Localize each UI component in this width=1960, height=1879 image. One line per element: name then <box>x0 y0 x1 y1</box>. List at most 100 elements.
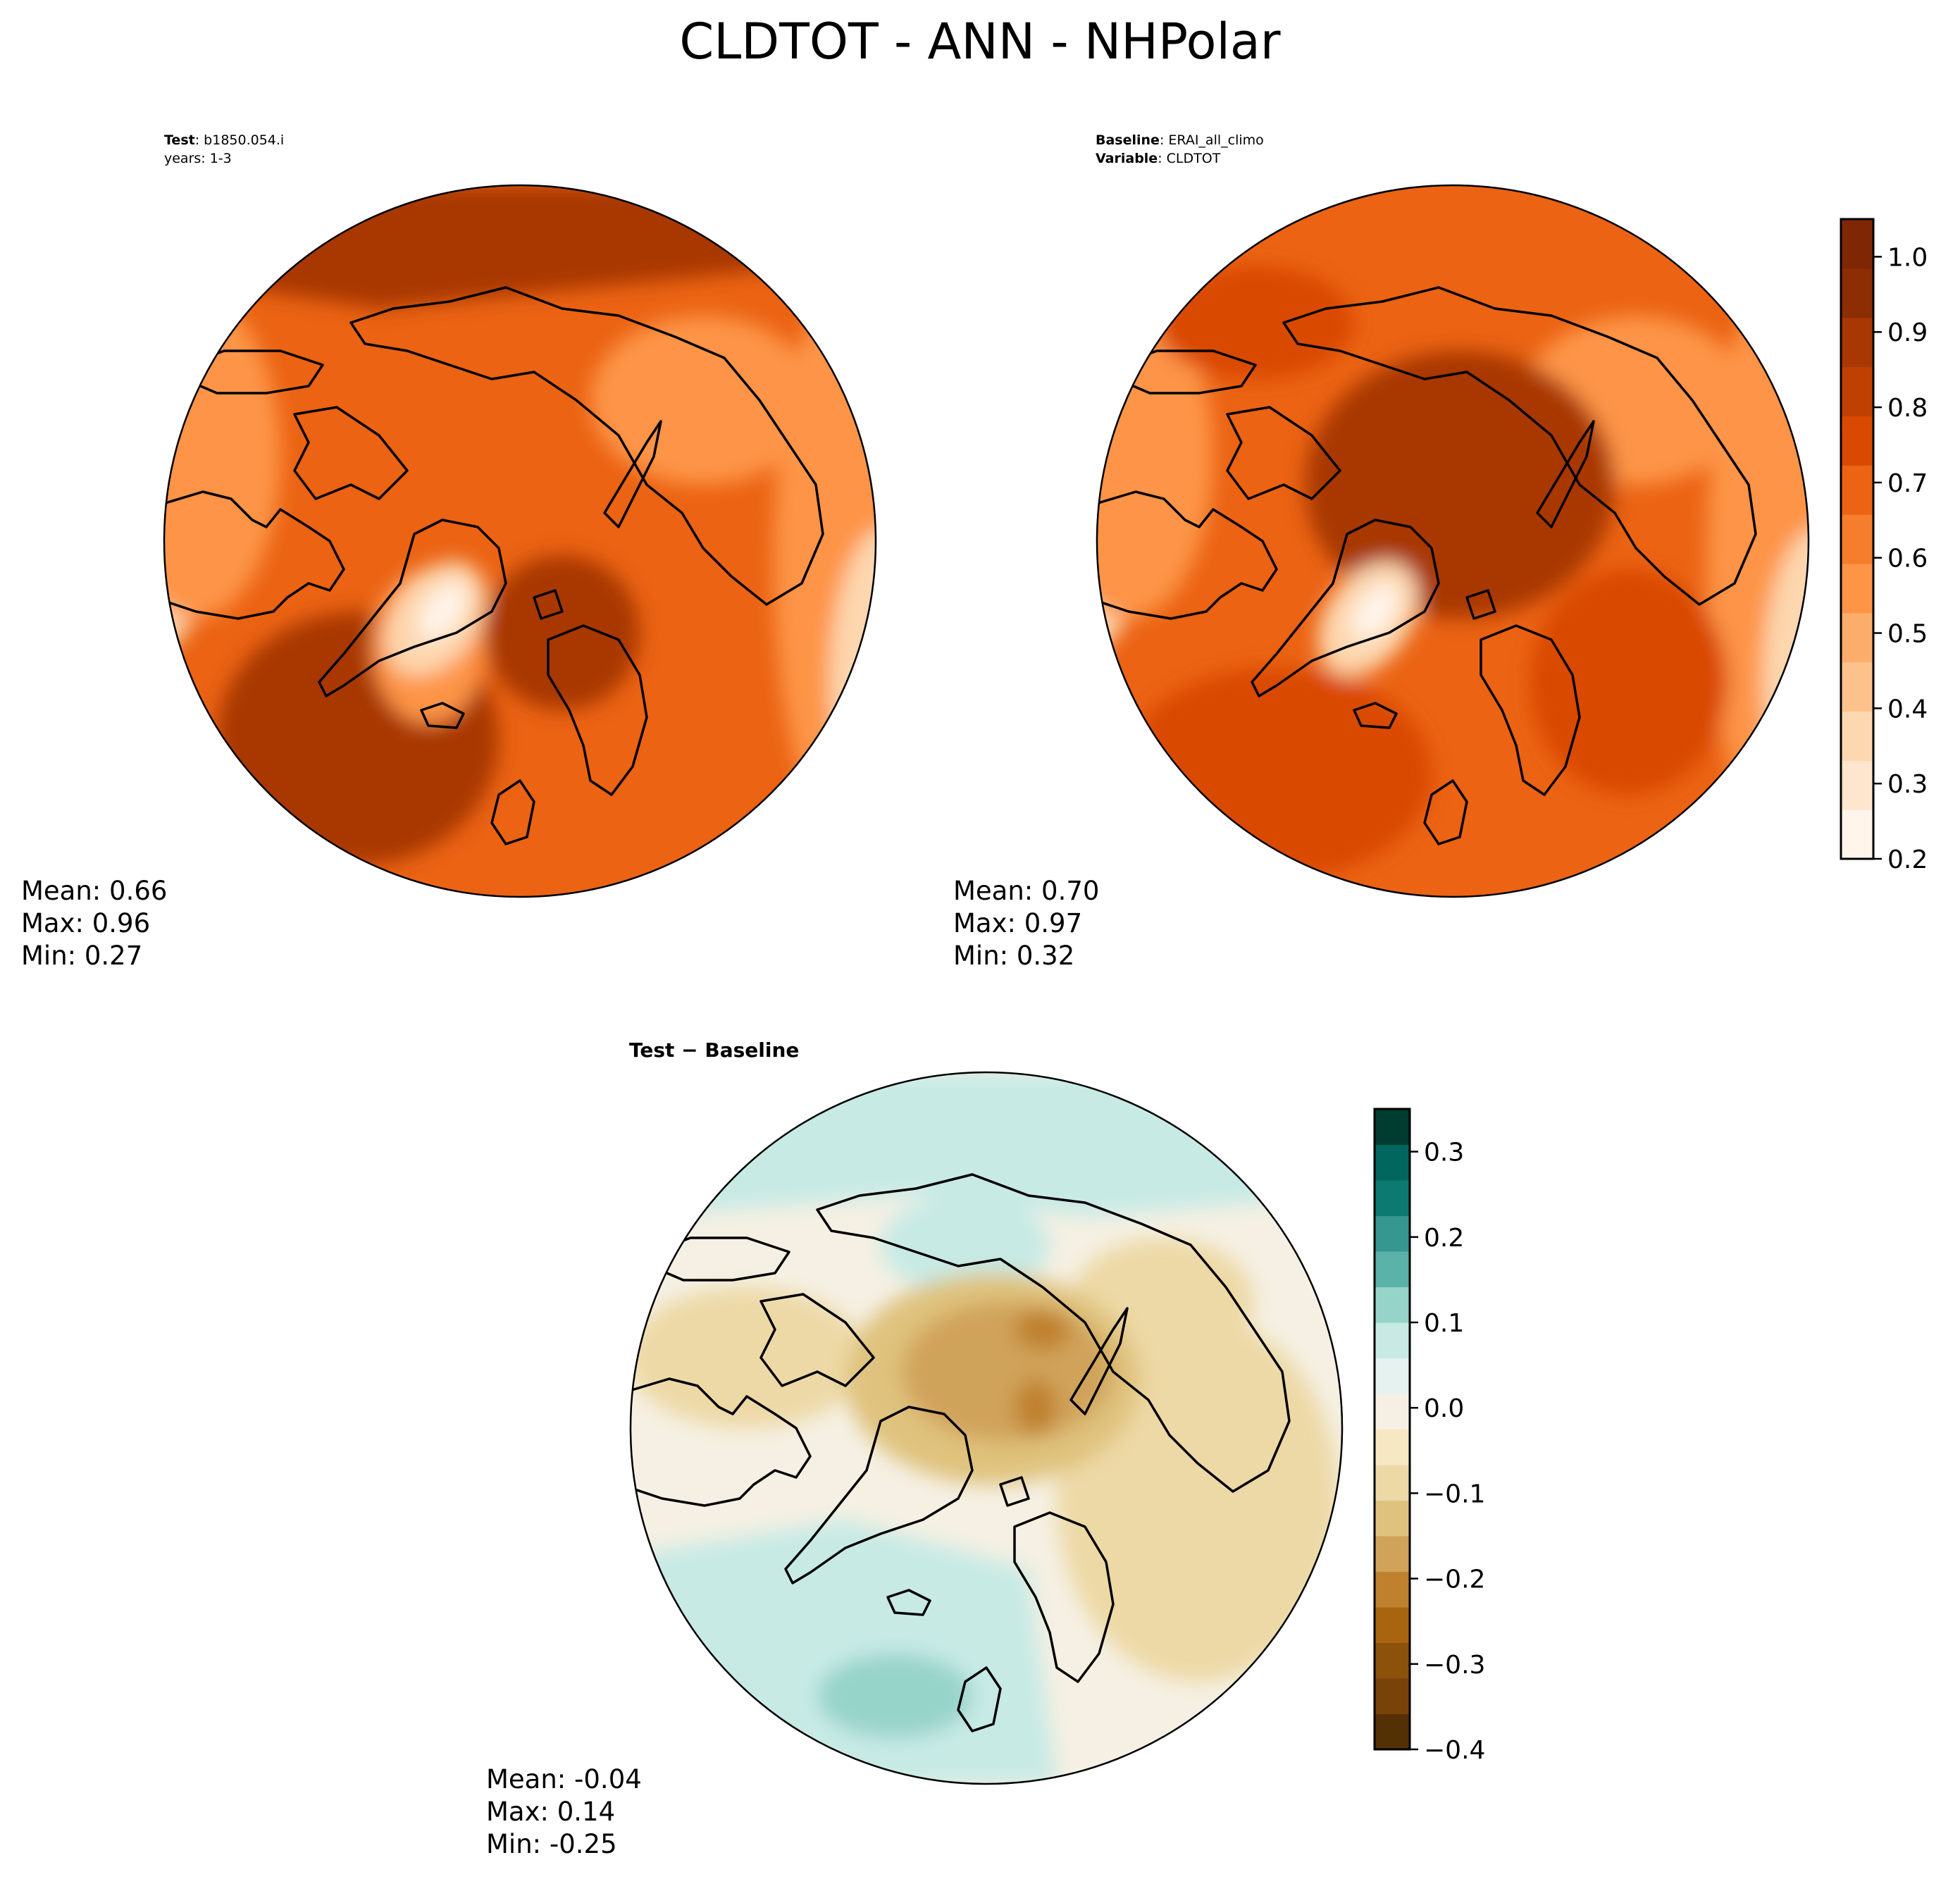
coastline-canada <box>164 490 345 620</box>
test-years: years: 1-3 <box>164 151 232 166</box>
colorbar-segment <box>1841 317 1873 368</box>
colorbar-tick-label: 0.7 <box>1887 469 1928 498</box>
colorbar-segment <box>1841 416 1873 466</box>
colorbar-segment <box>1841 711 1873 761</box>
colorbar-segment <box>1841 810 1873 860</box>
colorbar-segment <box>1375 1109 1410 1146</box>
coastline-greenland <box>318 519 507 697</box>
diff-stats: Mean: -0.04 Max: 0.14 Min: -0.25 <box>486 1763 642 1861</box>
coastline-novaya <box>603 420 662 528</box>
map-boundary <box>1096 184 1810 898</box>
map-boundary <box>629 1071 1344 1785</box>
colorbar-tick-label: −0.3 <box>1424 1651 1485 1680</box>
coastline-scandinavia <box>547 624 648 796</box>
colorbar-segment <box>1375 1215 1410 1252</box>
coastline-uk <box>957 1666 1002 1732</box>
colorbar-segment <box>1375 1571 1410 1608</box>
colorbar-segment <box>1841 219 1873 269</box>
colorbar-frame <box>1840 218 1875 860</box>
colorbar-segment <box>1841 514 1873 564</box>
variable-name: CLDTOT <box>1166 151 1221 166</box>
coastline-archipelago <box>293 406 409 500</box>
colorbar-tick-label: 0.2 <box>1887 845 1928 874</box>
minus-sign: − <box>674 1038 705 1062</box>
baseline-max: Max: 0.97 <box>953 908 1083 938</box>
colorbar-tick-label: 0.6 <box>1887 545 1928 573</box>
coastline-greenland <box>1251 519 1440 697</box>
diff-colorbar: −0.4 −0.3 −0.2 −0.1 0.0 0.1 0.2 0.3 <box>1373 1108 1485 1765</box>
colorbar-segment <box>1375 1180 1410 1217</box>
colorbar-segment <box>1375 1678 1410 1715</box>
coastline-iceland <box>886 1589 931 1616</box>
coastline-alaska <box>1099 349 1257 395</box>
test-key: Test <box>164 132 195 148</box>
diff-map <box>629 1071 1344 1785</box>
test-map <box>163 184 877 898</box>
baseline-key: Baseline <box>1096 132 1160 148</box>
colorbar-segment <box>1375 1536 1410 1573</box>
baseline-case-name: ERAI_all_climo <box>1168 132 1264 148</box>
coastline-greenland <box>784 1406 974 1585</box>
coastline-archipelago <box>1226 406 1341 500</box>
colorbar-segment <box>1375 1465 1410 1501</box>
colorbar-tick-label: 1.0 <box>1887 243 1928 272</box>
colorbar-segment <box>1841 563 1873 614</box>
baseline-stats: Mean: 0.70 Max: 0.97 Min: 0.32 <box>953 875 1099 972</box>
colorbar-frame <box>1373 1108 1411 1751</box>
coastline-canada <box>631 1377 812 1507</box>
colorbar-segment <box>1841 465 1873 515</box>
colorbar-tick-label: −0.1 <box>1424 1480 1485 1508</box>
diff-max: Max: 0.14 <box>486 1797 616 1827</box>
coastline-svalbard <box>533 589 564 620</box>
colorbar-segment <box>1375 1144 1410 1181</box>
coastline-archipelago <box>759 1293 875 1387</box>
test-header: Test: b1850.054.i years: 1-3 <box>164 131 284 168</box>
coastline-alaska <box>166 349 324 395</box>
test-max: Max: 0.96 <box>21 908 151 938</box>
baseline-min: Min: 0.32 <box>953 941 1075 971</box>
colorbar-segment <box>1375 1394 1410 1430</box>
coastline-scandinavia <box>1480 624 1581 796</box>
map-boundary <box>163 184 877 898</box>
colorbar-segment <box>1375 1286 1410 1323</box>
baseline-map <box>1096 184 1810 898</box>
coastline-canada <box>1097 490 1278 620</box>
colorbar-segment <box>1375 1500 1410 1537</box>
coastline-novaya <box>1536 420 1595 528</box>
colorbar-segment <box>1375 1251 1410 1288</box>
baseline-mean: Mean: 0.70 <box>953 876 1100 906</box>
coastline-iceland <box>1353 702 1398 729</box>
coastline-alaska <box>633 1236 790 1282</box>
colorbar-tick-label: 0.4 <box>1887 695 1928 724</box>
colorbar-tick-label: 0.3 <box>1887 770 1928 799</box>
colorbar-tick-label: 0.2 <box>1424 1224 1464 1253</box>
coastline-scandinavia <box>1013 1511 1115 1683</box>
test-stats: Mean: 0.66 Max: 0.96 Min: 0.27 <box>21 875 167 972</box>
colorbar-segment <box>1375 1322 1410 1359</box>
cldtot-colorbar: 0.2 0.3 0.4 0.5 0.6 0.7 0.8 0.9 1.0 <box>1840 218 1928 874</box>
colorbar-tick-label: 0.5 <box>1887 620 1928 649</box>
coastline-russia <box>816 1173 1291 1493</box>
coastline-russia <box>349 286 824 606</box>
colorbar-segment <box>1841 612 1873 663</box>
figure-title: CLDTOT - ANN - NHPolar <box>679 13 1281 70</box>
colorbar-tick-label: −0.2 <box>1424 1565 1485 1594</box>
coastline-russia <box>1282 286 1757 606</box>
colorbar-segment <box>1841 366 1873 416</box>
colon: : <box>1158 151 1167 166</box>
variable-key: Variable <box>1096 151 1158 166</box>
test-min: Min: 0.27 <box>21 941 143 971</box>
test-case-name: b1850.054.i <box>204 132 285 148</box>
colorbar-segment <box>1841 268 1873 318</box>
coastline-uk <box>1423 779 1468 845</box>
coastline-novaya <box>1069 1307 1129 1415</box>
colorbar-segment <box>1841 760 1873 810</box>
diff-min: Min: -0.25 <box>486 1829 617 1859</box>
test-mean: Mean: 0.66 <box>21 876 168 906</box>
colorbar-tick-label: −0.4 <box>1424 1736 1485 1765</box>
colorbar-tick-label: 0.0 <box>1424 1394 1464 1423</box>
colon: : <box>1159 132 1169 148</box>
coastline-uk <box>490 779 535 845</box>
colorbar-segment <box>1375 1429 1410 1465</box>
